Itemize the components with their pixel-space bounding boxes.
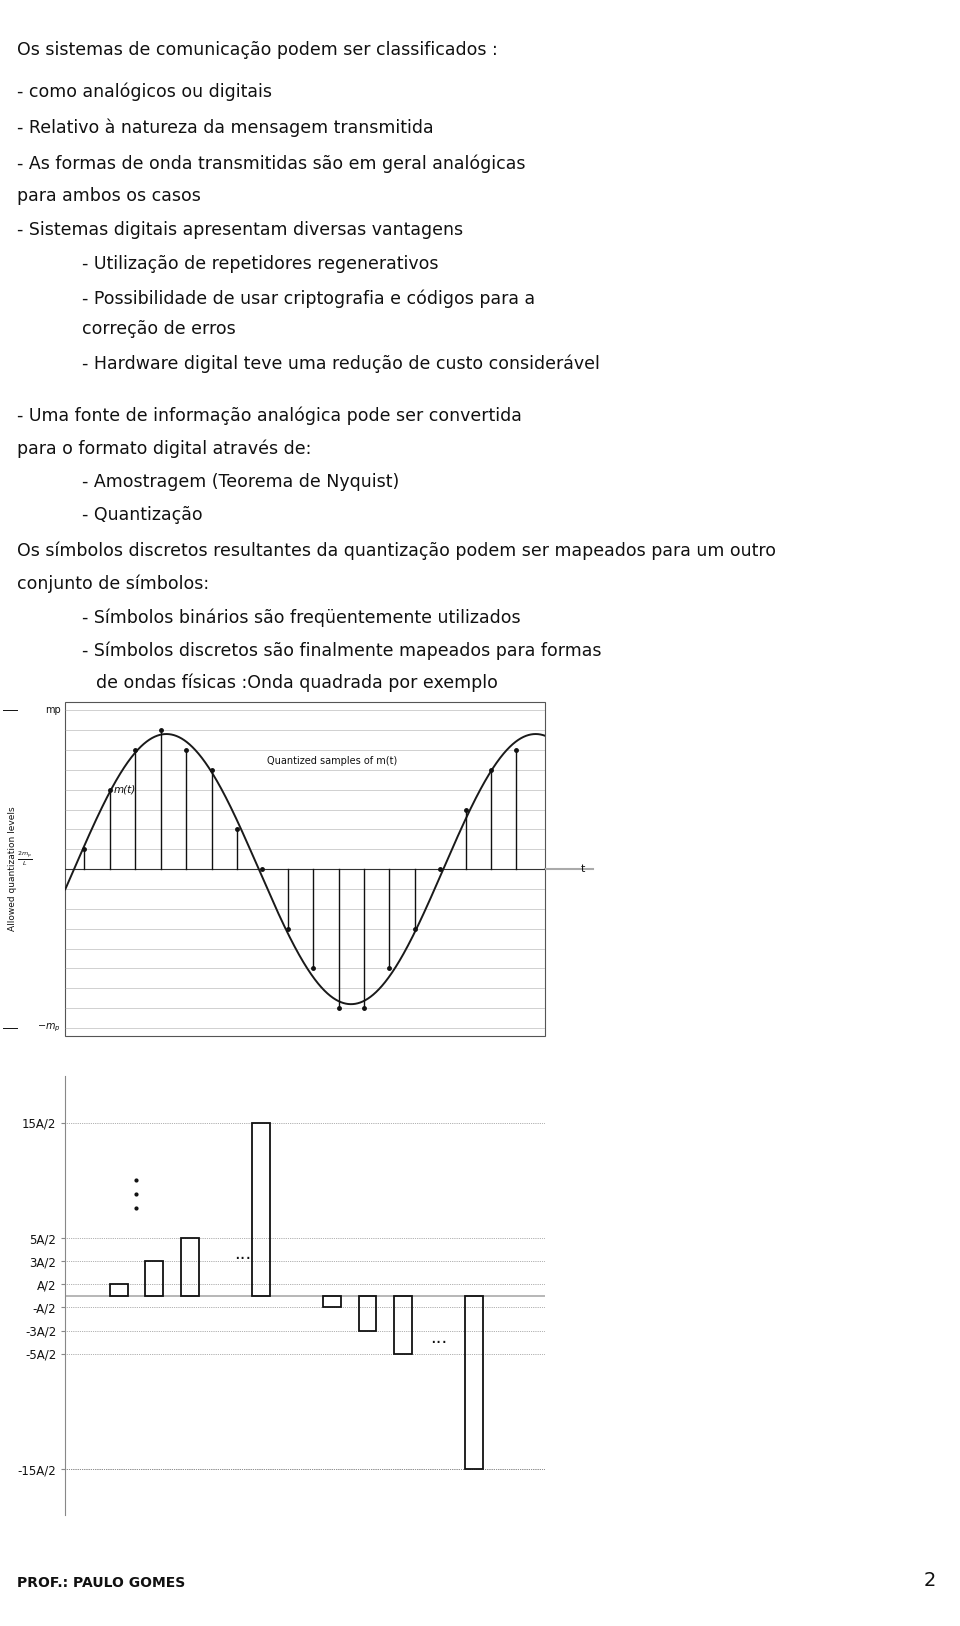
Bar bbox=[359, 1296, 376, 1330]
Text: Os sistemas de comunicação podem ser classificados :: Os sistemas de comunicação podem ser cla… bbox=[17, 41, 498, 59]
Text: t: t bbox=[574, 863, 586, 875]
Text: correção de erros: correção de erros bbox=[82, 320, 235, 338]
Text: ...: ... bbox=[234, 1246, 252, 1263]
Bar bbox=[145, 1262, 163, 1296]
Bar bbox=[395, 1296, 412, 1354]
Text: de ondas físicas :Onda quadrada por exemplo: de ondas físicas :Onda quadrada por exem… bbox=[96, 673, 498, 691]
Bar bbox=[180, 1237, 199, 1296]
Text: para o formato digital através de:: para o formato digital através de: bbox=[17, 441, 312, 459]
Text: - Símbolos binários são freqüentemente utilizados: - Símbolos binários são freqüentemente u… bbox=[82, 608, 520, 626]
Text: - Uma fonte de informação analógica pode ser convertida: - Uma fonte de informação analógica pode… bbox=[17, 406, 522, 424]
Text: $\frac{2m_p}{L}$: $\frac{2m_p}{L}$ bbox=[16, 850, 32, 868]
Text: - Hardware digital teve uma redução de custo considerável: - Hardware digital teve uma redução de c… bbox=[82, 354, 599, 372]
Text: Quantized samples of m(t): Quantized samples of m(t) bbox=[267, 756, 397, 766]
Text: - como analógicos ou digitais: - como analógicos ou digitais bbox=[17, 83, 273, 101]
Bar bbox=[109, 1285, 128, 1296]
Bar bbox=[466, 1296, 483, 1470]
Text: m(t): m(t) bbox=[113, 784, 135, 793]
Text: Os símbolos discretos resultantes da quantização podem ser mapeados para um outr: Os símbolos discretos resultantes da qua… bbox=[17, 541, 777, 559]
Text: - Símbolos discretos são finalmente mapeados para formas: - Símbolos discretos são finalmente mape… bbox=[82, 641, 601, 660]
Text: para ambos os casos: para ambos os casos bbox=[17, 187, 202, 205]
Text: - Relativo à natureza da mensagem transmitida: - Relativo à natureza da mensagem transm… bbox=[17, 119, 434, 137]
Text: - Sistemas digitais apresentam diversas vantagens: - Sistemas digitais apresentam diversas … bbox=[17, 221, 464, 239]
Text: ...: ... bbox=[430, 1328, 447, 1346]
Text: - Amostragem (Teorema de Nyquist): - Amostragem (Teorema de Nyquist) bbox=[82, 473, 398, 491]
Text: Allowed quantization levels: Allowed quantization levels bbox=[8, 806, 17, 932]
Text: PROF.: PAULO GOMES: PROF.: PAULO GOMES bbox=[17, 1576, 185, 1590]
Text: - As formas de onda transmitidas são em geral analógicas: - As formas de onda transmitidas são em … bbox=[17, 154, 526, 172]
Text: - Possibilidade de usar criptografia e códigos para a: - Possibilidade de usar criptografia e c… bbox=[82, 289, 535, 307]
Text: conjunto de símbolos:: conjunto de símbolos: bbox=[17, 576, 209, 593]
Text: - Quantização: - Quantização bbox=[82, 506, 203, 524]
Text: 2: 2 bbox=[924, 1571, 936, 1590]
Bar bbox=[252, 1122, 270, 1296]
Text: - Utilização de repetidores regenerativos: - Utilização de repetidores regenerativo… bbox=[82, 255, 438, 273]
Text: $-m_p$: $-m_p$ bbox=[36, 1021, 60, 1034]
Bar bbox=[324, 1296, 341, 1307]
Text: mp: mp bbox=[45, 706, 60, 715]
